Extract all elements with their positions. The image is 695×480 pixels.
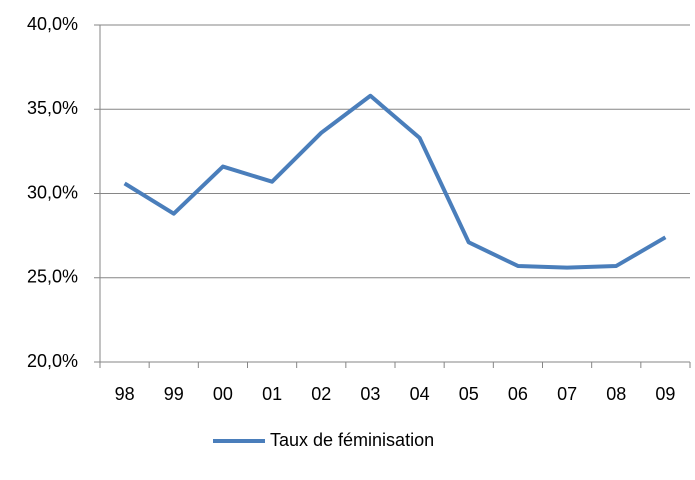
x-tick-label: 05 [459,384,479,404]
x-tick-label: 04 [410,384,430,404]
y-tick-label: 40,0% [27,14,78,34]
y-tick-label: 25,0% [27,267,78,287]
x-tick-label: 07 [557,384,577,404]
x-tick-label: 06 [508,384,528,404]
x-tick-label: 03 [360,384,380,404]
series-line [123,93,667,270]
x-tick-label: 98 [115,384,135,404]
x-tick-label: 02 [311,384,331,404]
y-tick-label: 20,0% [27,351,78,371]
x-tick-label: 08 [606,384,626,404]
x-tick-label: 99 [164,384,184,404]
y-tick-label: 30,0% [27,182,78,202]
x-tick-label: 00 [213,384,233,404]
x-tick-label: 01 [262,384,282,404]
x-tick-label: 09 [655,384,675,404]
y-tick-label: 35,0% [27,98,78,118]
legend-label: Taux de féminisation [270,430,434,450]
